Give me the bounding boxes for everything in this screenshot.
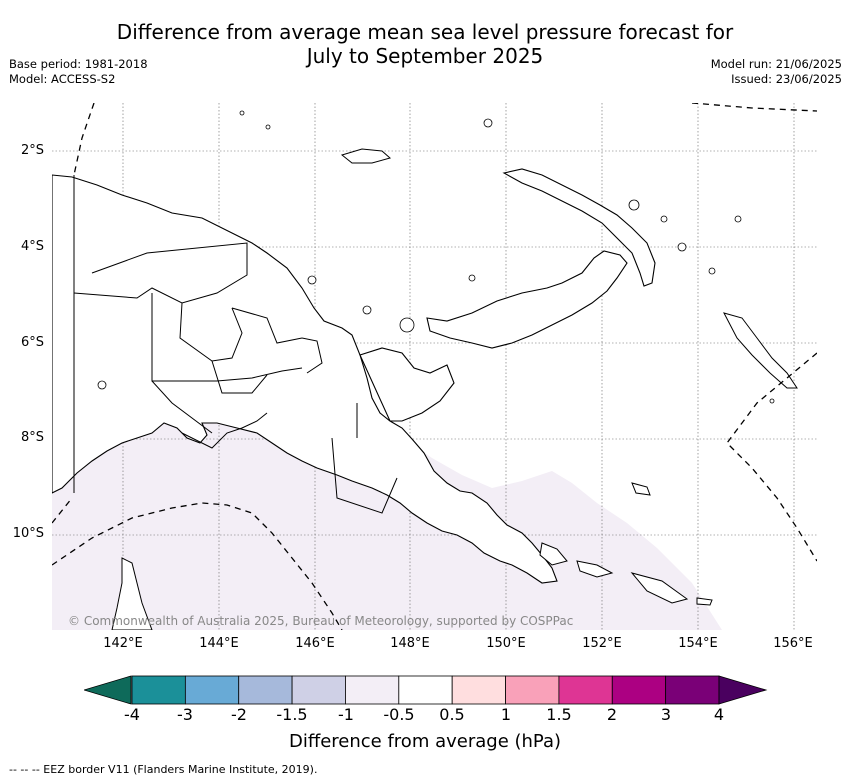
colorbar-tick: 2 [606,705,618,724]
lat-label: 2°S [20,143,44,158]
colorbar-segments [131,675,720,705]
title-line-1: Difference from average mean sea level p… [116,20,734,44]
colorbar-tick: -1 [338,705,354,724]
new-britain-island [426,250,628,349]
lat-label: 8°S [20,430,44,445]
lon-label: 154°E [678,636,718,651]
colorbar-segment [291,675,346,705]
bougainville-island [723,312,798,389]
colorbar-segment [665,675,720,705]
lon-label: 146°E [295,636,335,651]
model-name: Model: ACCESS-S2 [9,72,116,86]
map-svg [52,103,817,630]
chart-title: Difference from average mean sea level p… [0,20,850,68]
new-guinea-coastline [52,174,558,584]
southeast-islands [539,482,713,606]
new-ireland-island [502,168,656,287]
colorbar-tick: 4 [713,705,725,724]
huon-peninsula [359,347,455,422]
map-panel [52,103,817,630]
colorbar-tick: -3 [177,705,193,724]
lon-label: 148°E [390,636,430,651]
southern-coast-detail [181,412,268,449]
model-run: Model run: 21/06/2025 [710,57,842,71]
colorbar-low-extension [84,675,132,705]
base-period: Base period: 1981-2018 [9,57,148,71]
colorbar-segment [184,675,240,705]
small-islands [97,110,775,404]
lon-label: 144°E [199,636,239,651]
colorbar-segment [398,675,453,705]
lon-label: 156°E [773,636,813,651]
lat-label: 4°S [20,239,44,254]
colorbar [84,675,768,705]
eez-legend: -- -- -- EEZ border V11 (Flanders Marine… [9,763,318,776]
colorbar-tick: 3 [660,705,672,724]
colorbar-segment [238,675,293,705]
copyright-notice: © Commonwealth of Australia 2025, Bureau… [68,614,574,628]
colorbar-tick: 1 [500,705,512,724]
lat-label: 10°S [12,526,44,541]
colorbar-tick: 0.5 [439,705,465,724]
run-info: Model run: 21/06/2025 Issued: 23/06/2025 [711,57,842,87]
colorbar-segment [505,675,560,705]
colorbar-tick: -2 [231,705,247,724]
lon-label: 152°E [582,636,622,651]
colorbar-segment [558,675,613,705]
eez-border [52,103,817,630]
colorbar-tick: -1.5 [276,705,308,724]
issued-date: Issued: 23/06/2025 [731,72,842,86]
cape-york-coastline [111,557,153,630]
colorbar-tick: -0.5 [383,705,415,724]
lat-label: 6°S [20,335,44,350]
colorbar-segment [451,675,506,705]
model-info: Base period: 1981-2018 Model: ACCESS-S2 [9,57,148,87]
colorbar-tick: -4 [124,705,140,724]
colorbar-segment [131,675,186,705]
colorbar-label: Difference from average (hPa) [288,731,562,752]
lon-label: 150°E [486,636,526,651]
manus-island [340,148,392,164]
colorbar-high-extension [718,675,768,705]
colorbar-tick: 1.5 [546,705,572,724]
province-boundaries [73,175,398,514]
colorbar-segment [345,675,400,705]
colorbar-segment [611,675,667,705]
title-line-2: July to September 2025 [306,44,544,68]
lon-label: 142°E [103,636,143,651]
